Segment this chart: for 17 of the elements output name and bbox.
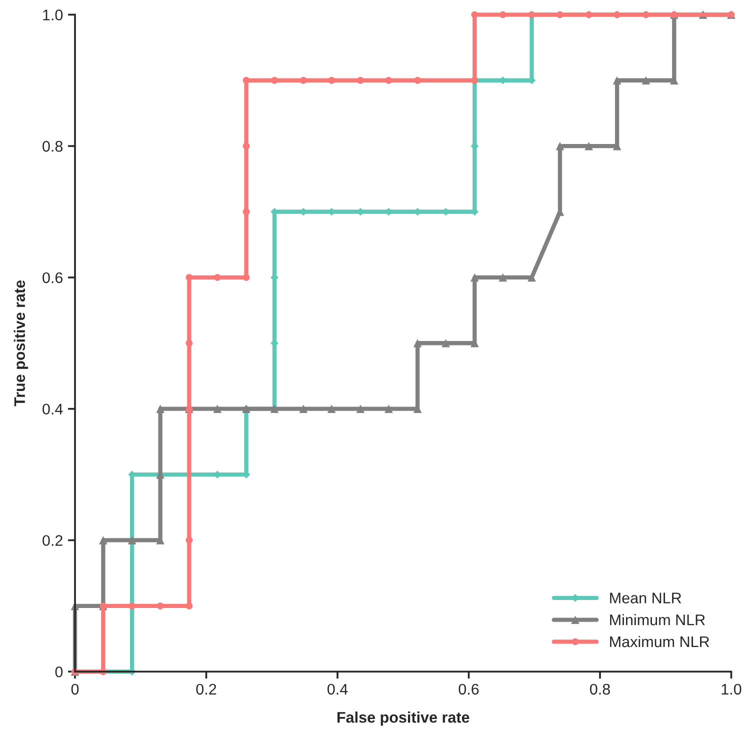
x-tick-label: 0.2	[196, 684, 216, 695]
x-tick-label: 0.4	[327, 684, 348, 695]
x-tick-label: 1.0	[722, 684, 742, 695]
x-tick-label: 0	[71, 684, 79, 695]
y-axis-title: True positive rate	[14, 280, 28, 406]
legend-label: Minimum NLR	[610, 614, 705, 626]
x-tick-label: 0.8	[590, 684, 610, 695]
legend-label: Maximum NLR	[610, 636, 710, 648]
y-tick-label: 0.2	[42, 535, 62, 546]
x-tick-label: 0.6	[458, 684, 479, 695]
y-tick-label: 0.6	[42, 272, 63, 284]
y-tick-label: 0	[55, 666, 63, 678]
y-tick-label: 0.8	[42, 140, 63, 152]
y-tick-label: 1.0	[43, 10, 63, 20]
y-tick-label: 0.4	[42, 404, 63, 415]
legend-label: Mean NLR	[610, 592, 682, 604]
x-axis-title: False positive rate	[337, 712, 470, 726]
